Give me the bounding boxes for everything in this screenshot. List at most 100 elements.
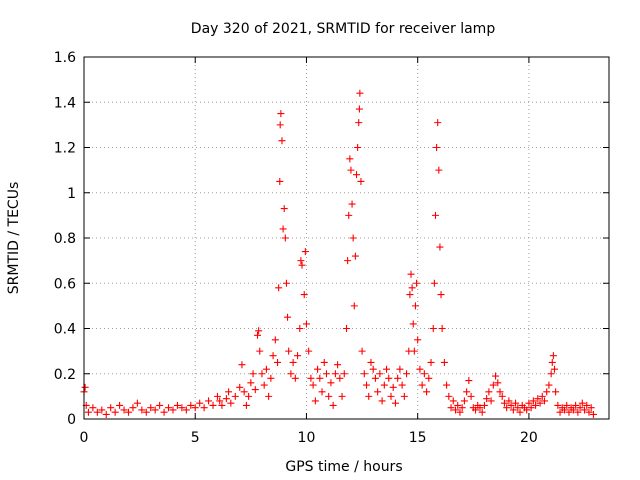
data-point bbox=[414, 336, 422, 344]
data-point bbox=[374, 388, 382, 396]
data-point bbox=[285, 347, 293, 355]
data-point bbox=[89, 404, 97, 412]
data-point bbox=[350, 302, 358, 310]
data-point bbox=[222, 395, 230, 403]
data-point bbox=[102, 410, 110, 418]
data-point bbox=[279, 225, 287, 233]
data-point bbox=[532, 401, 540, 409]
data-point bbox=[383, 365, 391, 373]
data-point bbox=[151, 406, 159, 414]
data-point bbox=[369, 365, 377, 373]
data-point bbox=[178, 404, 186, 412]
data-point bbox=[445, 392, 453, 400]
data-point bbox=[331, 370, 339, 378]
data-point bbox=[236, 383, 244, 391]
data-point bbox=[420, 370, 428, 378]
data-point bbox=[316, 374, 324, 382]
data-point bbox=[231, 392, 239, 400]
data-point bbox=[516, 408, 524, 416]
data-point bbox=[147, 404, 155, 412]
data-point bbox=[536, 399, 544, 407]
data-point bbox=[483, 395, 491, 403]
data-point bbox=[247, 379, 255, 387]
data-point bbox=[583, 401, 591, 409]
data-point bbox=[429, 325, 437, 332]
data-point bbox=[576, 404, 584, 412]
data-point bbox=[297, 257, 305, 265]
data-point bbox=[274, 358, 282, 366]
chart-title: Day 320 of 2021, SRMTID for receiver lam… bbox=[191, 21, 496, 37]
data-point bbox=[200, 404, 208, 412]
data-point bbox=[277, 110, 285, 118]
data-point bbox=[543, 388, 551, 396]
data-point bbox=[334, 361, 342, 369]
data-point bbox=[242, 401, 250, 409]
data-point bbox=[340, 370, 348, 378]
data-point bbox=[407, 270, 415, 278]
y-tick-label: 0.8 bbox=[54, 231, 76, 247]
data-point bbox=[563, 401, 571, 409]
data-point bbox=[492, 372, 500, 380]
data-point bbox=[496, 388, 504, 396]
data-point bbox=[578, 399, 586, 407]
data-point bbox=[129, 404, 137, 412]
data-point bbox=[133, 399, 141, 407]
tick-labels: 0 0.2 0.4 0.6 0.8 1 1.2 1.4 1.6 0 5 10 15 20 bbox=[54, 50, 538, 446]
data-point bbox=[437, 291, 445, 299]
data-point bbox=[124, 408, 132, 416]
data-point bbox=[525, 399, 533, 407]
data-point bbox=[354, 144, 362, 151]
data-point bbox=[434, 119, 442, 127]
data-point bbox=[465, 377, 473, 385]
data-point bbox=[587, 404, 595, 412]
data-point bbox=[116, 401, 124, 409]
y-tick-label: 0.6 bbox=[54, 276, 76, 292]
data-point bbox=[262, 365, 270, 373]
data-point bbox=[182, 406, 190, 414]
data-point bbox=[291, 374, 299, 382]
data-point bbox=[527, 404, 535, 412]
data-point bbox=[267, 374, 275, 382]
data-point bbox=[225, 388, 233, 396]
data-point bbox=[509, 406, 517, 414]
data-point bbox=[425, 374, 433, 382]
data-point bbox=[111, 408, 119, 416]
data-point bbox=[327, 379, 335, 387]
data-point bbox=[467, 392, 475, 400]
data-point bbox=[458, 404, 466, 412]
data-point bbox=[84, 408, 92, 416]
data-point bbox=[454, 401, 462, 409]
data-point bbox=[363, 381, 371, 389]
data-point bbox=[138, 406, 146, 414]
x-tick-label: 20 bbox=[520, 430, 538, 446]
data-point bbox=[440, 358, 448, 366]
data-point bbox=[338, 392, 346, 400]
data-point bbox=[427, 358, 435, 366]
data-point bbox=[485, 388, 493, 396]
y-tick-label: 1 bbox=[67, 186, 76, 202]
data-point bbox=[209, 401, 217, 409]
data-point bbox=[550, 365, 558, 373]
data-point bbox=[554, 401, 562, 409]
data-point bbox=[476, 404, 484, 412]
data-point bbox=[423, 388, 431, 396]
data-point bbox=[322, 370, 330, 378]
data-point bbox=[344, 257, 352, 265]
data-point bbox=[196, 399, 204, 407]
data-point bbox=[378, 397, 386, 405]
y-axis-label: SRMTID / TECUs bbox=[6, 182, 22, 295]
data-point bbox=[507, 401, 515, 409]
y-tick-label: 0 bbox=[67, 412, 76, 428]
data-point bbox=[387, 392, 395, 400]
data-point bbox=[305, 347, 313, 355]
y-tick-label: 1.6 bbox=[54, 50, 76, 66]
data-point bbox=[281, 234, 289, 242]
x-axis-label: GPS time / hours bbox=[285, 459, 402, 475]
data-point bbox=[300, 291, 308, 299]
data-point bbox=[433, 144, 441, 151]
data-point bbox=[498, 392, 506, 400]
data-point bbox=[187, 401, 195, 409]
data-point bbox=[410, 347, 418, 355]
data-point bbox=[353, 171, 361, 179]
